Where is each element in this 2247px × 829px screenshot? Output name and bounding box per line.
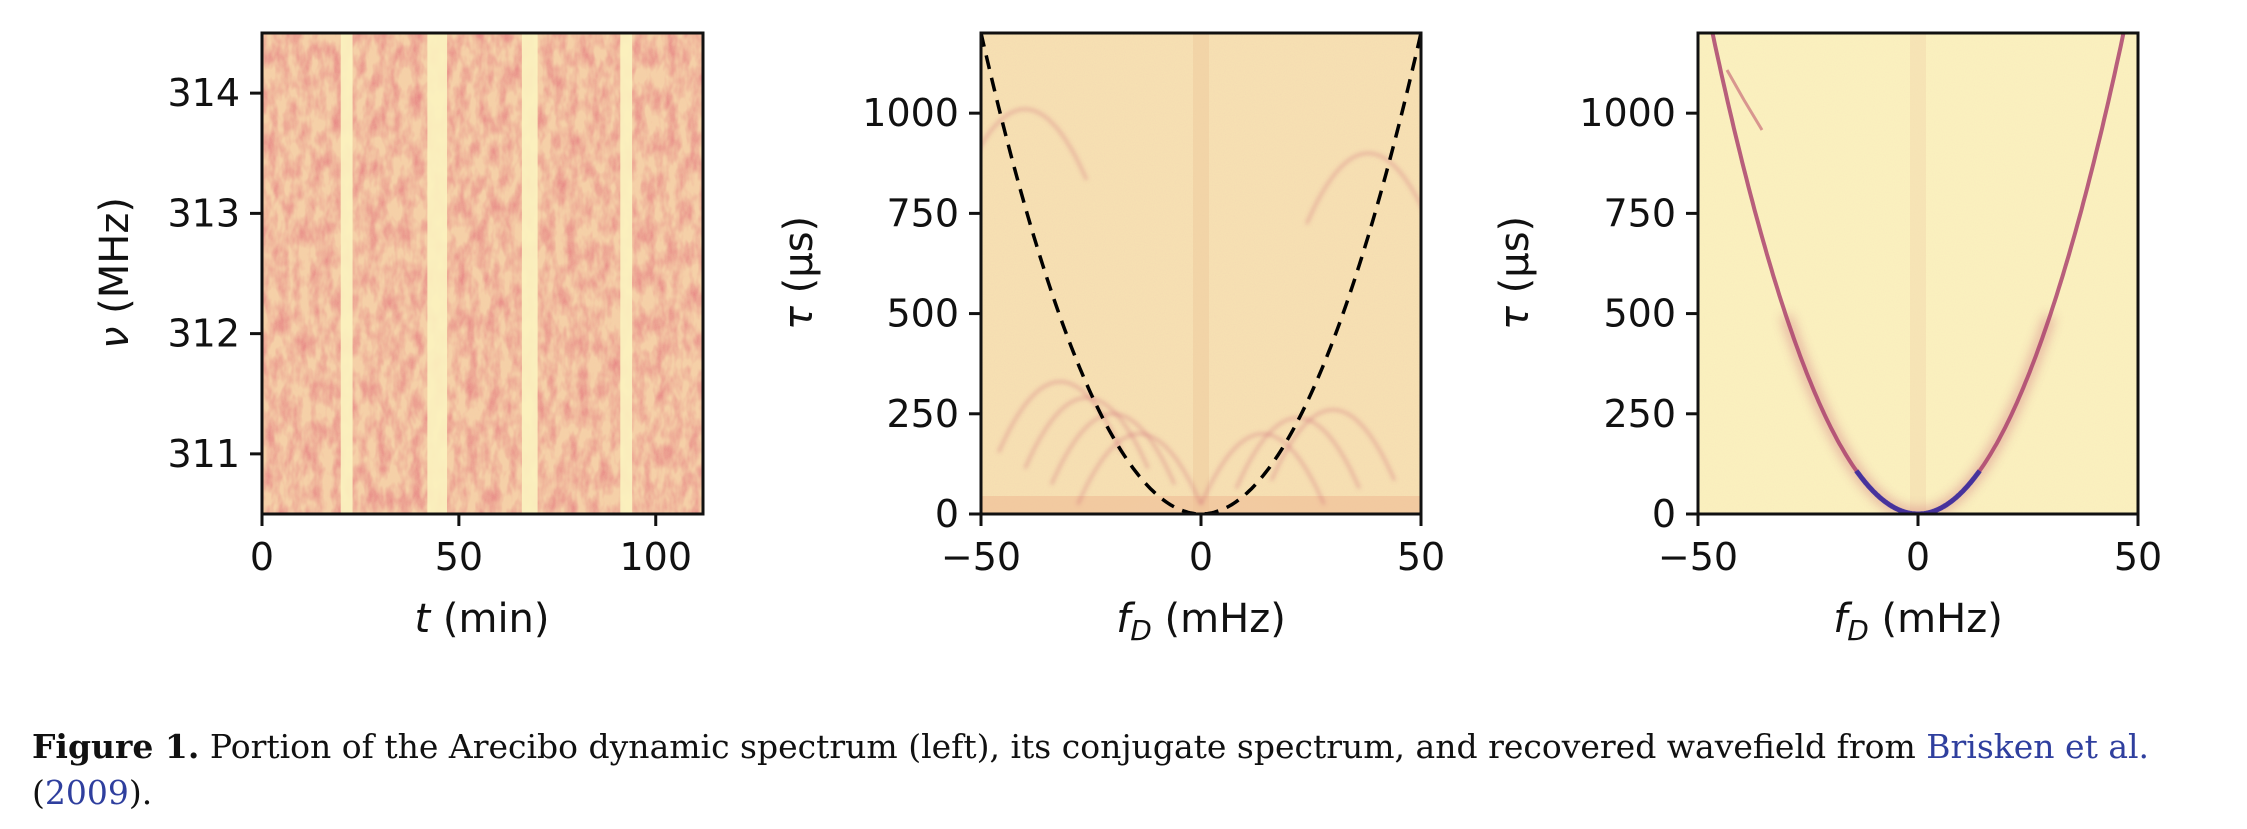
x-tick-label: 0 bbox=[1189, 535, 1213, 579]
y-tick-label: 312 bbox=[167, 312, 240, 356]
y-tick-label: 1000 bbox=[1579, 91, 1676, 135]
y-tick-label: 500 bbox=[886, 292, 959, 336]
y-axis-label: τ (μs) bbox=[776, 216, 822, 330]
axis-ticks: 0 50 100 311 312 313 314 bbox=[167, 71, 692, 579]
isolated-arclet bbox=[1725, 69, 1764, 131]
figure-caption: Figure 1. Portion of the Arecibo dynamic… bbox=[32, 727, 2150, 812]
x-tick-label: 100 bbox=[619, 535, 692, 579]
x-tick-label: 50 bbox=[2114, 535, 2162, 579]
y-tick-label: 313 bbox=[167, 191, 240, 235]
figure-label: Figure 1. bbox=[32, 727, 200, 766]
parabola-fit-curve bbox=[981, 33, 1421, 514]
data-gap-band bbox=[521, 33, 538, 514]
arclet bbox=[1305, 151, 1421, 225]
arc-vertex-core bbox=[1854, 469, 1982, 514]
citation-year-link[interactable]: 2009 bbox=[44, 773, 129, 812]
dynamic-spectrum-image bbox=[262, 33, 703, 514]
x-tick-label: 50 bbox=[435, 535, 483, 579]
y-tick-label: 311 bbox=[167, 432, 240, 476]
panel-frame bbox=[260, 31, 705, 516]
x-tick-label: 0 bbox=[250, 535, 274, 579]
y-tick-label: 750 bbox=[1603, 191, 1676, 235]
y-axis-label: τ (μs) bbox=[1492, 216, 1538, 330]
arclet bbox=[1076, 432, 1203, 506]
x-tick-label: −50 bbox=[941, 535, 1021, 579]
caption-text: Portion of the Arecibo dynamic spectrum … bbox=[199, 727, 1927, 766]
arclet bbox=[1050, 412, 1176, 486]
conjugate-spectrum-image bbox=[981, 33, 1421, 514]
panel-dynamic-spectrum: 0 50 100 311 312 313 314 t (min) ν (MHz) bbox=[92, 31, 705, 642]
data-gap-bands bbox=[340, 33, 633, 514]
arclet bbox=[1023, 396, 1150, 470]
data-gap-band bbox=[620, 33, 633, 514]
y-tick-label: 750 bbox=[886, 191, 959, 235]
caption-end: ). bbox=[128, 773, 153, 812]
y-tick-label: 314 bbox=[167, 71, 240, 115]
x-tick-label: 0 bbox=[1906, 535, 1930, 579]
x-tick-label: −50 bbox=[1658, 535, 1738, 579]
y-tick-label: 0 bbox=[935, 492, 959, 536]
x-axis-label: t (min) bbox=[414, 596, 549, 642]
data-gap-band bbox=[427, 33, 448, 514]
y-tick-label: 250 bbox=[1603, 392, 1676, 436]
arclet bbox=[981, 107, 1088, 181]
wavefield-image bbox=[1698, 33, 2138, 514]
x-axis-label: fD (mHz) bbox=[1833, 596, 2003, 647]
arclet bbox=[1270, 408, 1396, 482]
x-tick-label: 50 bbox=[1397, 535, 1445, 579]
y-tick-label: 1000 bbox=[862, 91, 959, 135]
citation-authors-link[interactable]: Brisken et al. bbox=[1926, 727, 2150, 766]
y-axis-label: ν (MHz) bbox=[92, 197, 138, 349]
y-tick-label: 250 bbox=[886, 392, 959, 436]
main-scintillation-arc bbox=[1710, 33, 2126, 514]
data-gap-band bbox=[340, 33, 353, 514]
y-tick-label: 0 bbox=[1652, 492, 1676, 536]
x-axis-label: fD (mHz) bbox=[1116, 596, 1286, 647]
arclet bbox=[1199, 432, 1326, 506]
y-tick-label: 500 bbox=[1603, 292, 1676, 336]
